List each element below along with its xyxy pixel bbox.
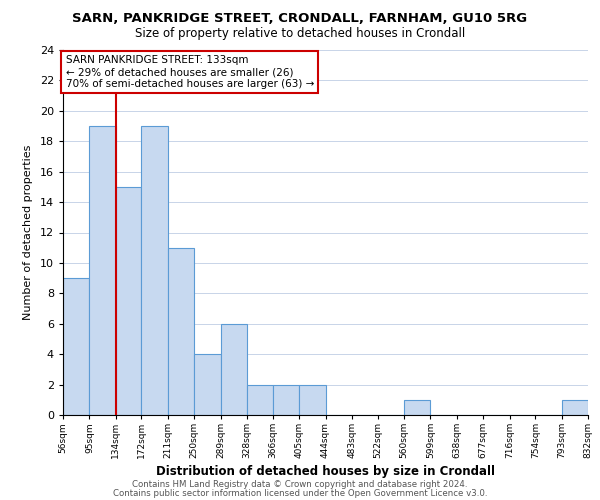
Bar [142, 126, 168, 415]
Y-axis label: Number of detached properties: Number of detached properties [23, 145, 33, 320]
Text: SARN PANKRIDGE STREET: 133sqm
← 29% of detached houses are smaller (26)
70% of s: SARN PANKRIDGE STREET: 133sqm ← 29% of d… [65, 56, 314, 88]
Bar [194, 354, 221, 415]
Text: Contains public sector information licensed under the Open Government Licence v3: Contains public sector information licen… [113, 488, 487, 498]
Bar [63, 278, 89, 415]
X-axis label: Distribution of detached houses by size in Crondall: Distribution of detached houses by size … [156, 466, 495, 478]
Bar [299, 384, 325, 415]
Bar [168, 248, 194, 415]
Text: Contains HM Land Registry data © Crown copyright and database right 2024.: Contains HM Land Registry data © Crown c… [132, 480, 468, 489]
Bar [273, 384, 299, 415]
Bar [247, 384, 273, 415]
Bar [221, 324, 247, 415]
Bar [404, 400, 430, 415]
Text: Size of property relative to detached houses in Crondall: Size of property relative to detached ho… [135, 28, 465, 40]
Bar [562, 400, 588, 415]
Text: SARN, PANKRIDGE STREET, CRONDALL, FARNHAM, GU10 5RG: SARN, PANKRIDGE STREET, CRONDALL, FARNHA… [73, 12, 527, 26]
Bar [89, 126, 116, 415]
Bar [116, 187, 142, 415]
